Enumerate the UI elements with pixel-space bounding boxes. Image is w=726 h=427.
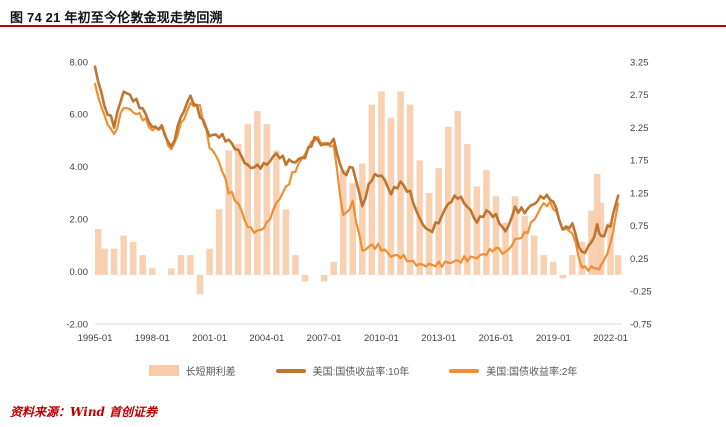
svg-text:2013-01: 2013-01 [421,333,456,344]
spread-area-swatch [148,365,179,376]
svg-text:2016-01: 2016-01 [479,333,514,344]
svg-text:2004-01: 2004-01 [249,333,284,344]
source-note: 资料来源：Wind 首创证券 [10,405,158,419]
title-underline [0,25,726,27]
svg-text:0.25: 0.25 [630,254,649,265]
svg-text:1998-01: 1998-01 [135,333,170,344]
svg-text:8.00: 8.00 [70,57,89,68]
svg-text:6.00: 6.00 [70,110,89,121]
yield-2y-line-swatch [449,368,480,373]
svg-text:2.00: 2.00 [70,215,89,226]
chart-legend: 长短期利差 美国:国债收益率:10年 美国:国债收益率:2年 [0,363,726,378]
legend-label-2y: 美国:国债收益率:2年 [486,367,578,378]
figure-title: 图 74 21 年初至今伦敦金现走势回溯 [10,10,223,25]
svg-text:0.00: 0.00 [70,267,89,278]
legend-label-10y: 美国:国债收益率:10年 [312,367,410,378]
svg-text:2019-01: 2019-01 [536,333,571,344]
svg-text:2022-01: 2022-01 [593,333,628,344]
figure-header: 图 74 21 年初至今伦敦金现走势回溯 [0,0,726,27]
svg-text:1.75: 1.75 [630,156,649,167]
legend-item-2y: 美国:国债收益率:2年 [449,363,577,378]
svg-text:1.25: 1.25 [630,188,649,199]
svg-text:2.25: 2.25 [630,123,649,134]
legend-item-10y: 美国:国债收益率:10年 [275,363,410,378]
svg-text:-2.00: -2.00 [66,319,88,330]
svg-text:4.00: 4.00 [70,162,89,173]
svg-text:1995-01: 1995-01 [78,333,113,344]
legend-item-spread: 长短期利差 [148,363,236,378]
svg-text:2007-01: 2007-01 [307,333,342,344]
svg-text:2010-01: 2010-01 [364,333,399,344]
svg-text:-0.25: -0.25 [630,287,652,298]
legend-label-spread: 长短期利差 [185,367,236,378]
svg-text:2.75: 2.75 [630,90,649,101]
svg-text:2001-01: 2001-01 [192,333,227,344]
svg-text:3.25: 3.25 [630,57,649,68]
svg-text:0.75: 0.75 [630,221,649,232]
yield-10y-line-swatch [275,368,306,373]
svg-text:-0.75: -0.75 [630,319,652,330]
